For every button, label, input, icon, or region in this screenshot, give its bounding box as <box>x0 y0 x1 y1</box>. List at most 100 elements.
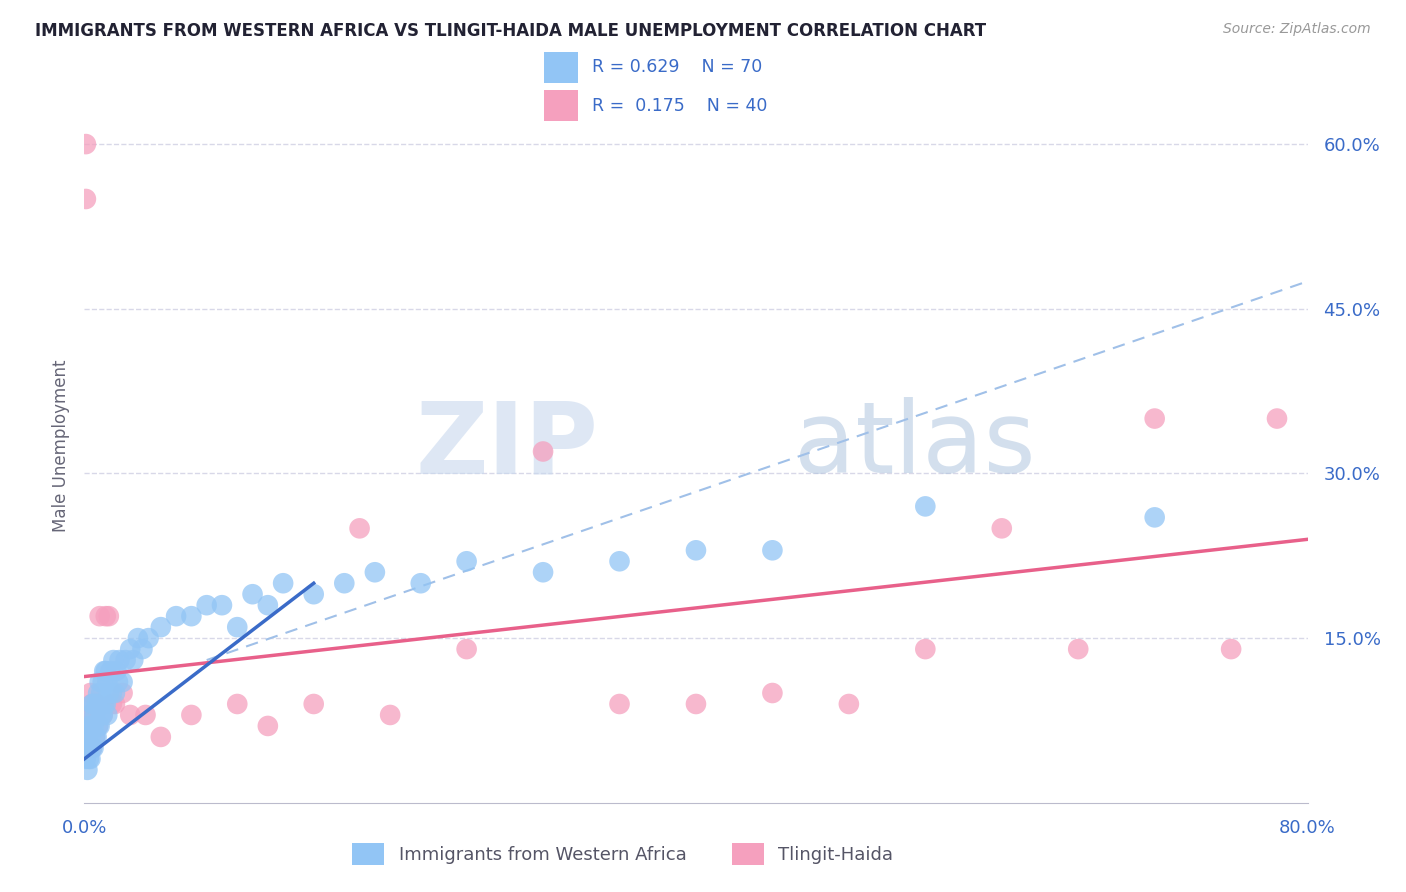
Point <box>226 697 249 711</box>
Point <box>380 708 402 723</box>
Point <box>914 642 936 657</box>
Point <box>149 620 172 634</box>
Point <box>333 576 356 591</box>
Point <box>149 730 172 744</box>
Point <box>838 697 860 711</box>
Point <box>257 719 280 733</box>
Point <box>94 609 117 624</box>
Point <box>76 730 98 744</box>
Point <box>914 500 936 514</box>
Point <box>226 620 249 634</box>
Point <box>101 686 124 700</box>
Point <box>98 664 121 678</box>
Point <box>96 708 118 723</box>
Point <box>531 444 554 458</box>
Point <box>89 675 111 690</box>
Point <box>75 192 97 206</box>
Bar <box>544 53 578 83</box>
Point <box>108 653 131 667</box>
Point <box>87 719 110 733</box>
Point <box>105 664 128 678</box>
Point <box>83 697 105 711</box>
Point <box>84 730 107 744</box>
Point <box>80 740 103 755</box>
Point <box>107 675 129 690</box>
Text: R = 0.629    N = 70: R = 0.629 N = 70 <box>592 59 762 77</box>
Point <box>195 598 218 612</box>
Point <box>75 740 97 755</box>
Point <box>80 719 103 733</box>
Point <box>609 697 631 711</box>
Point <box>86 730 108 744</box>
Point <box>83 740 105 755</box>
Point <box>79 730 101 744</box>
Point <box>97 609 120 624</box>
Point <box>302 697 325 711</box>
Point <box>122 653 145 667</box>
Point <box>120 642 142 657</box>
Point <box>165 609 187 624</box>
Point <box>456 642 478 657</box>
Point <box>91 675 114 690</box>
Point <box>104 686 127 700</box>
Point <box>761 543 783 558</box>
Point <box>364 566 387 580</box>
Point <box>86 697 108 711</box>
Point <box>83 719 105 733</box>
Point <box>120 708 142 723</box>
Point <box>93 697 115 711</box>
Point <box>103 653 125 667</box>
Point <box>83 708 105 723</box>
Point <box>75 137 97 152</box>
Point <box>609 554 631 568</box>
Point <box>127 631 149 645</box>
Point <box>1143 510 1166 524</box>
Point <box>84 708 107 723</box>
Point <box>89 697 111 711</box>
Point <box>104 697 127 711</box>
Point <box>685 697 707 711</box>
Point <box>1067 642 1090 657</box>
Point <box>79 708 101 723</box>
Point <box>87 719 110 733</box>
Point <box>114 653 136 667</box>
Point <box>1143 411 1166 425</box>
Point <box>180 609 202 624</box>
Point <box>94 697 117 711</box>
Point <box>94 664 117 678</box>
Point <box>96 675 118 690</box>
Point <box>89 719 111 733</box>
Point <box>685 543 707 558</box>
Y-axis label: Male Unemployment: Male Unemployment <box>52 359 70 533</box>
Point <box>101 697 124 711</box>
Point <box>135 708 157 723</box>
Point <box>77 708 100 723</box>
Point <box>80 697 103 711</box>
Point <box>111 686 134 700</box>
Text: atlas: atlas <box>794 398 1035 494</box>
Point <box>131 642 153 657</box>
Point <box>180 708 202 723</box>
Point <box>89 609 111 624</box>
Text: R =  0.175    N = 40: R = 0.175 N = 40 <box>592 96 768 114</box>
Point <box>531 566 554 580</box>
Point <box>87 686 110 700</box>
Point <box>79 719 101 733</box>
Point <box>456 554 478 568</box>
Point <box>77 752 100 766</box>
Point <box>76 730 98 744</box>
Point <box>211 598 233 612</box>
Point <box>79 752 101 766</box>
Legend: Immigrants from Western Africa, Tlingit-Haida: Immigrants from Western Africa, Tlingit-… <box>352 843 893 865</box>
Bar <box>544 90 578 120</box>
Text: Source: ZipAtlas.com: Source: ZipAtlas.com <box>1223 22 1371 37</box>
Point <box>1265 411 1288 425</box>
Point <box>271 576 294 591</box>
Point <box>80 740 103 755</box>
Point <box>91 708 114 723</box>
Point <box>761 686 783 700</box>
Point <box>409 576 432 591</box>
Point <box>75 752 97 766</box>
Point <box>302 587 325 601</box>
Point <box>80 697 103 711</box>
